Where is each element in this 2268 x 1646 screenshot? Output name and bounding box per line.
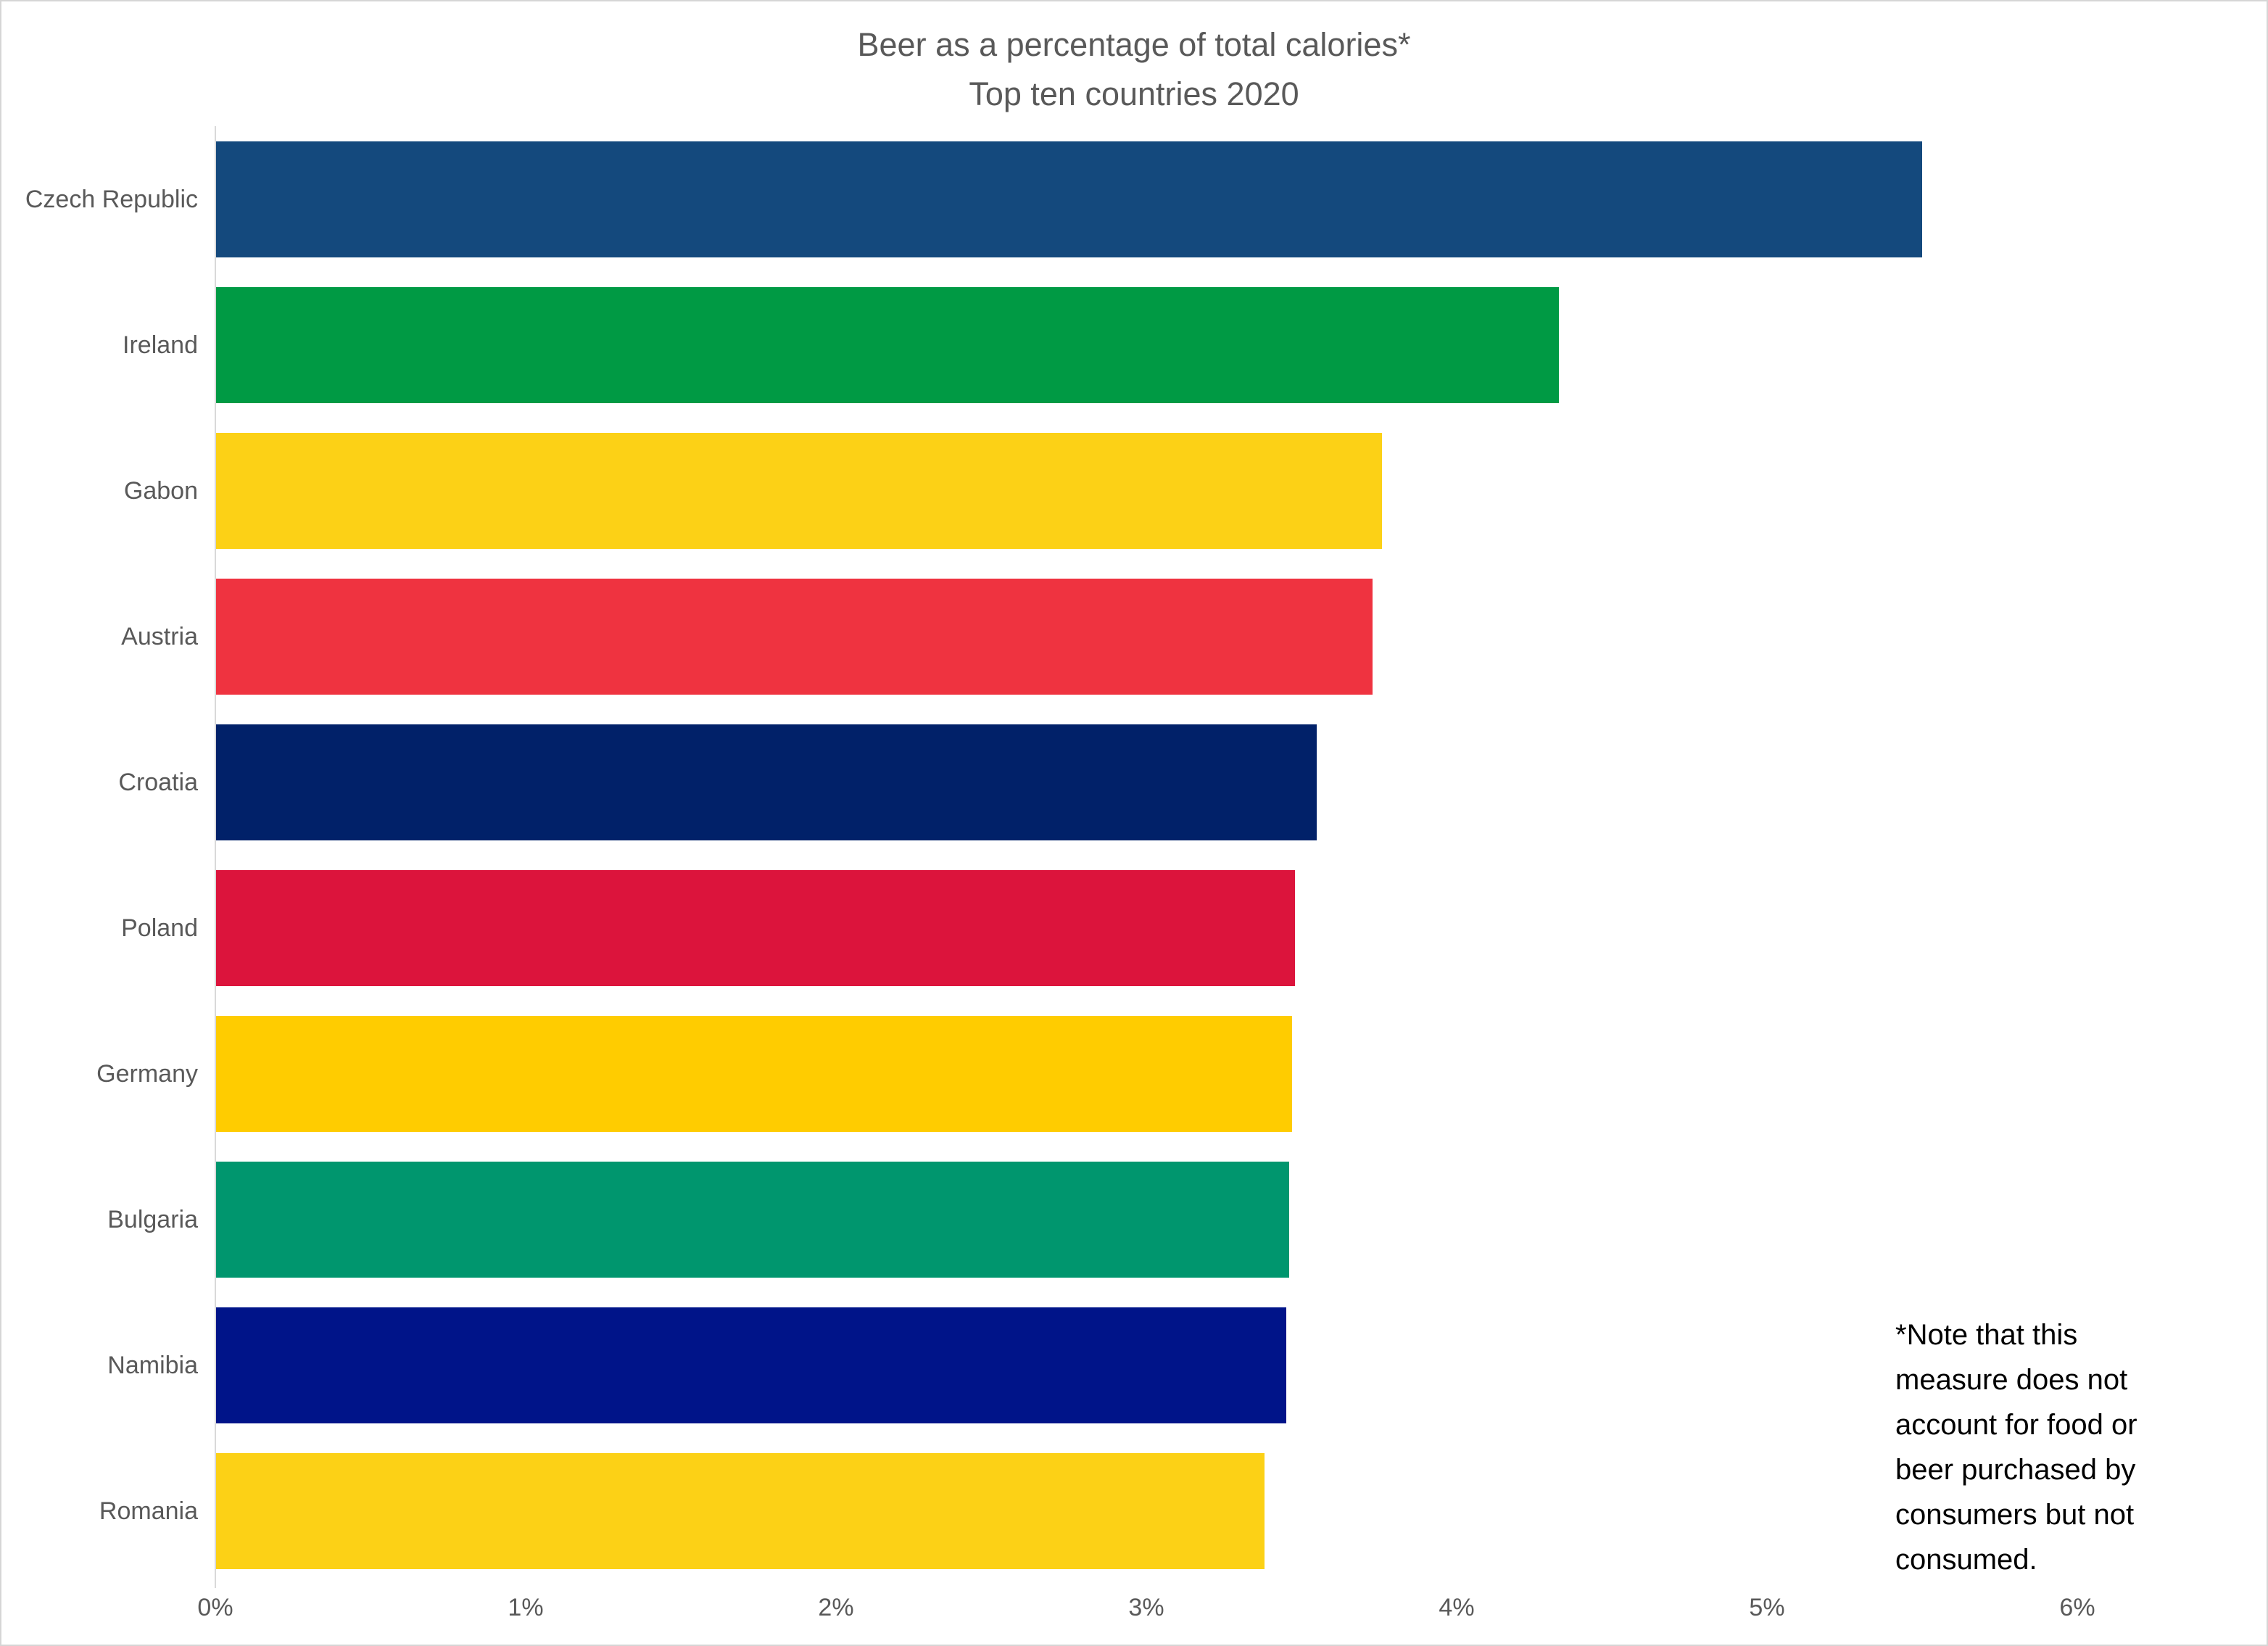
bar-row: Ireland [1,272,2077,418]
bar-row: Namibia [1,1292,2077,1438]
category-label-croatia: Croatia [118,768,198,796]
bar-romania [215,1452,1265,1569]
bar-chart: Czech Republic Ireland Gabon Austria Cro… [1,126,2077,1584]
bar-track [215,141,2077,257]
bar-namibia [215,1307,1286,1423]
bar-row: Bulgaria [1,1146,2077,1292]
bar-austria [215,578,1373,695]
category-label-czech-republic: Czech Republic [25,185,198,213]
bar-croatia [215,724,1317,840]
chart-title: Beer as a percentage of total calories* … [1,20,2267,119]
x-tick-1: 1% [508,1594,544,1621]
category-label-austria: Austria [121,622,198,650]
category-label-gabon: Gabon [123,476,198,505]
bar-row: Germany [1,1001,2077,1146]
category-label-ireland: Ireland [123,331,198,359]
bar-track [215,1015,2077,1132]
category-label-germany: Germany [96,1059,198,1088]
bar-track [215,578,2077,695]
bar-row: Gabon [1,418,2077,563]
x-tick-0: 0% [197,1594,233,1621]
bar-track [215,724,2077,840]
bar-germany [215,1015,1293,1132]
bar-ireland [215,286,1560,403]
x-tick-2: 2% [818,1594,854,1621]
category-label-romania: Romania [99,1497,198,1525]
bar-track [215,1307,2077,1423]
x-axis: 0% 1% 2% 3% 4% 5% 6% [197,1594,2095,1630]
chart-title-line2: Top ten countries 2020 [969,75,1299,112]
bar-row: Czech Republic [1,126,2077,272]
x-tick-3: 3% [1128,1594,1164,1621]
x-tick-5: 5% [1749,1594,1785,1621]
y-axis-line [215,126,216,1588]
category-label-namibia: Namibia [107,1351,198,1379]
x-tick-6: 6% [2059,1594,2095,1621]
bar-bulgaria [215,1161,1289,1278]
x-tick-4: 4% [1439,1594,1475,1621]
bar-row: Croatia [1,709,2077,855]
chart-title-line1: Beer as a percentage of total calories* [857,26,1411,63]
footnote: *Note that this measure does not account… [1895,1319,2137,1576]
bar-czech-republic [215,141,1922,257]
bar-row: Poland [1,855,2077,1001]
bar-track [215,286,2077,403]
bar-row: Austria [1,563,2077,709]
bar-track [215,869,2077,986]
category-label-bulgaria: Bulgaria [107,1205,198,1233]
bar-track [215,1452,2077,1569]
bar-gabon [215,432,1383,549]
bar-track [215,432,2077,549]
bar-row: Romania [1,1438,2077,1584]
bar-poland [215,869,1296,986]
bar-track [215,1161,2077,1278]
category-label-poland: Poland [121,914,198,942]
